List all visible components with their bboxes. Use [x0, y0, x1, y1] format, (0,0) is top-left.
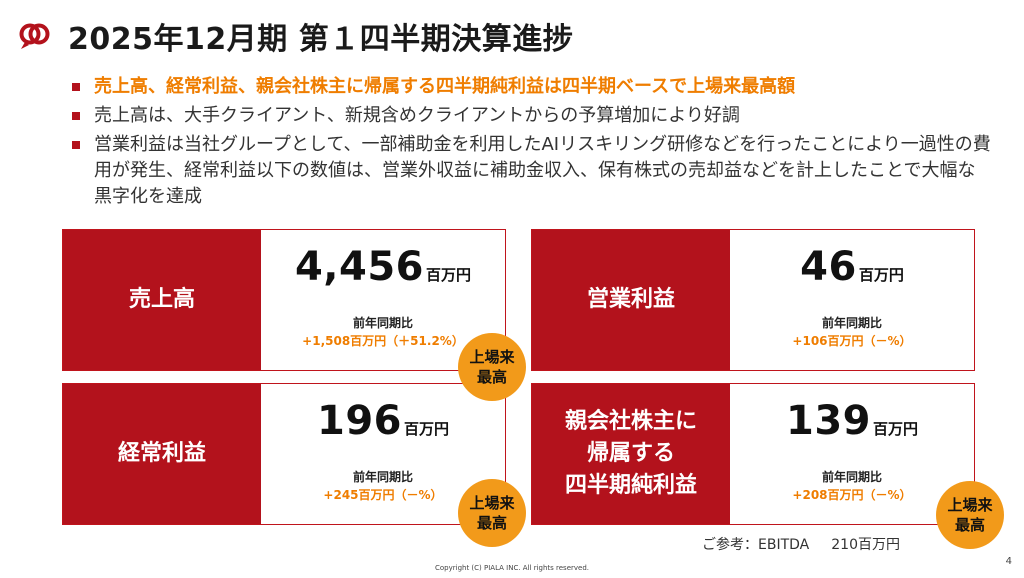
ebitda-note: ご参考：EBITDA 210百万円 — [702, 534, 900, 554]
ebitda-label: ご参考：EBITDA — [702, 537, 810, 553]
kpi-number: 196 — [316, 398, 402, 444]
kpi-label: 親会社株主に 帰属する 四半期純利益 — [532, 384, 730, 524]
bullet-marker — [72, 141, 80, 149]
kpi-body: 139 百万円 前年同期比 +208百万円（－%） — [730, 384, 974, 524]
kpi-unit: 百万円 — [858, 266, 904, 284]
kpi-unit: 百万円 — [403, 420, 449, 438]
yoy-value: +208百万円（－%） — [792, 488, 912, 502]
kpi-value: 46 百万円 — [730, 244, 974, 290]
yoy-label: 前年同期比 — [821, 316, 882, 330]
yoy-label: 前年同期比 — [352, 470, 413, 484]
record-high-badge: 上場来 最高 — [458, 479, 526, 547]
page-title: 2025年12月期 第１四半期決算進捗 — [68, 22, 574, 57]
copyright: Copyright (C) PIALA INC. All rights rese… — [435, 564, 589, 572]
bullet-item: 売上高は、大手クライアント、新規含めクライアントからの予算増加により好調 — [72, 103, 992, 129]
bullet-text: 売上高、経常利益、親会社株主に帰属する四半期純利益は四半期ベースで上場来最高額 — [94, 76, 796, 97]
yoy-value: +1,508百万円（＋51.2%） — [302, 334, 464, 348]
kpi-body: 196 百万円 前年同期比 +245百万円（－%） — [261, 384, 505, 524]
yoy-label: 前年同期比 — [352, 316, 413, 330]
yoy-value: +106百万円（－%） — [792, 334, 912, 348]
kpi-value: 4,456 百万円 — [261, 244, 505, 290]
record-high-badge: 上場来 最高 — [936, 481, 1004, 549]
kpi-card-operating-profit: 営業利益 46 百万円 前年同期比 +106百万円（－%） — [531, 229, 975, 371]
kpi-label: 売上高 — [63, 230, 261, 370]
kpi-number: 4,456 — [294, 244, 424, 290]
ebitda-value: 210百万円 — [831, 537, 900, 553]
page-number: 4 — [1005, 556, 1012, 567]
kpi-label: 経常利益 — [63, 384, 261, 524]
kpi-value: 196 百万円 — [261, 398, 505, 444]
bullet-marker — [72, 112, 80, 120]
bullet-item: 営業利益は当社グループとして、一部補助金を利用したAIリスキリング研修などを行っ… — [72, 132, 992, 210]
bullet-text: 売上高は、大手クライアント、新規含めクライアントからの予算増加により好調 — [94, 105, 740, 126]
record-high-badge: 上場来 最高 — [458, 333, 526, 401]
kpi-value: 139 百万円 — [730, 398, 974, 444]
bullet-list: 売上高、経常利益、親会社株主に帰属する四半期純利益は四半期ベースで上場来最高額 … — [72, 74, 992, 213]
bullet-item: 売上高、経常利益、親会社株主に帰属する四半期純利益は四半期ベースで上場来最高額 — [72, 74, 992, 100]
yoy-label: 前年同期比 — [821, 470, 882, 484]
kpi-card-net-income: 親会社株主に 帰属する 四半期純利益 139 百万円 前年同期比 +208百万円（… — [531, 383, 975, 525]
kpi-body: 4,456 百万円 前年同期比 +1,508百万円（＋51.2%） — [261, 230, 505, 370]
kpi-card-sales: 売上高 4,456 百万円 前年同期比 +1,508百万円（＋51.2%） — [62, 229, 506, 371]
kpi-card-ordinary-profit: 経常利益 196 百万円 前年同期比 +245百万円（－%） — [62, 383, 506, 525]
kpi-label: 営業利益 — [532, 230, 730, 370]
kpi-number: 139 — [785, 398, 871, 444]
kpi-body: 46 百万円 前年同期比 +106百万円（－%） — [730, 230, 974, 370]
kpi-unit: 百万円 — [872, 420, 918, 438]
bullet-text: 営業利益は当社グループとして、一部補助金を利用したAIリスキリング研修などを行っ… — [94, 134, 991, 207]
kpi-number: 46 — [800, 244, 857, 290]
piala-logo-icon — [19, 23, 50, 49]
yoy-value: +245百万円（－%） — [323, 488, 443, 502]
bullet-marker — [72, 83, 80, 91]
kpi-unit: 百万円 — [426, 266, 472, 284]
